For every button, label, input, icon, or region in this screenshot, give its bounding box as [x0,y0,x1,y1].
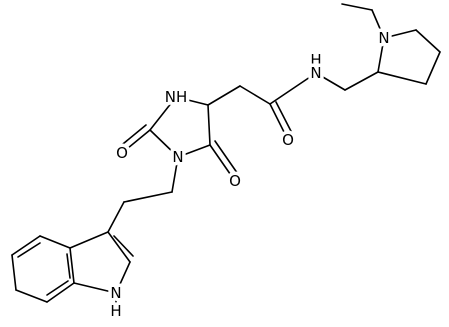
atom-label: H [310,51,321,69]
atom-label: O [116,144,128,162]
atom-label: O [229,172,241,190]
atom-label: O [282,131,294,149]
atom-label: N [310,64,321,82]
atom-label: N [110,284,121,302]
atom-label: NH [165,88,188,106]
atom-label: N [378,29,389,47]
atom-labels: NH O N O O H N N N H [107,26,393,324]
atom-label: N [172,148,183,166]
atom-label: H [110,302,121,320]
bonds [11,3,441,311]
